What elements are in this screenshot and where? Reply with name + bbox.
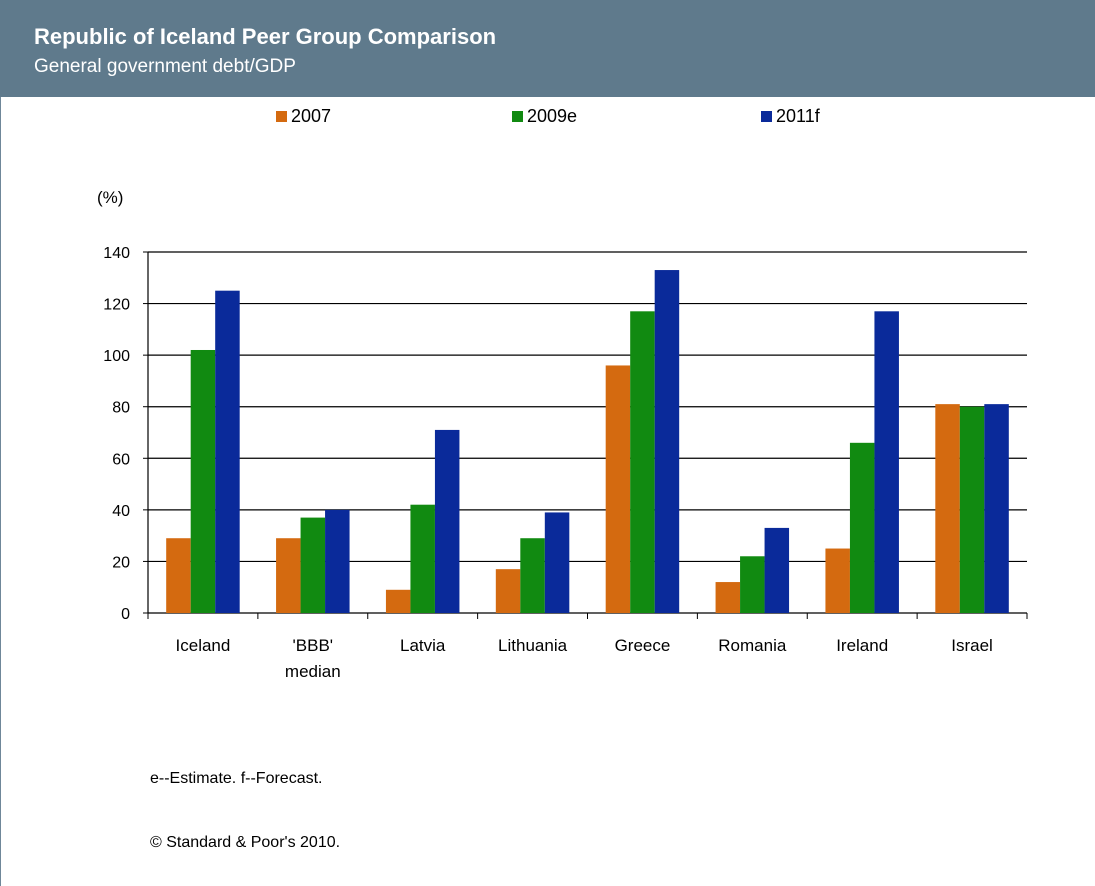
legend-item-2009e: 2009e bbox=[512, 106, 577, 127]
legend-swatch-2007 bbox=[276, 111, 287, 122]
chart-title: Republic of Iceland Peer Group Compariso… bbox=[34, 24, 497, 49]
legend-label-2011f: 2011f bbox=[776, 106, 820, 126]
chart-header: Republic of Iceland Peer Group Compariso… bbox=[0, 0, 1095, 97]
estimate-note: e--Estimate. f--Forecast. bbox=[150, 770, 323, 787]
copyright-note: © Standard & Poor's 2010. bbox=[150, 834, 341, 851]
y-axis-unit-label: (%) bbox=[97, 188, 124, 207]
legend-swatch-2011f bbox=[761, 111, 772, 122]
legend-label-2009e: 2009e bbox=[527, 106, 578, 126]
chart-legend: 2007 2009e 2011f bbox=[0, 100, 1095, 130]
legend-item-2007: 2007 bbox=[276, 106, 331, 127]
chart-subtitle: General government debt/GDP bbox=[34, 56, 296, 77]
legend-swatch-2009e bbox=[512, 111, 523, 122]
legend-label-2007: 2007 bbox=[291, 106, 332, 126]
legend-item-2011f: 2011f bbox=[761, 106, 820, 127]
